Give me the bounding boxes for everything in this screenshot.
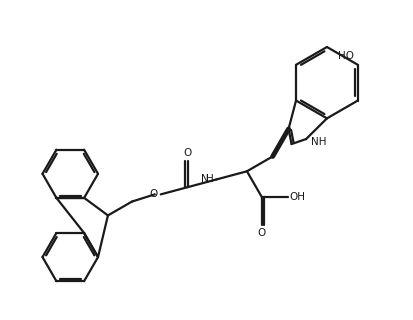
Text: O: O: [258, 228, 266, 238]
Text: H: H: [206, 174, 214, 185]
Text: OH: OH: [290, 192, 306, 202]
Text: O: O: [150, 189, 158, 199]
Text: HO: HO: [338, 51, 354, 61]
Text: O: O: [183, 148, 192, 158]
Text: NH: NH: [311, 137, 327, 147]
Text: N: N: [201, 174, 209, 185]
